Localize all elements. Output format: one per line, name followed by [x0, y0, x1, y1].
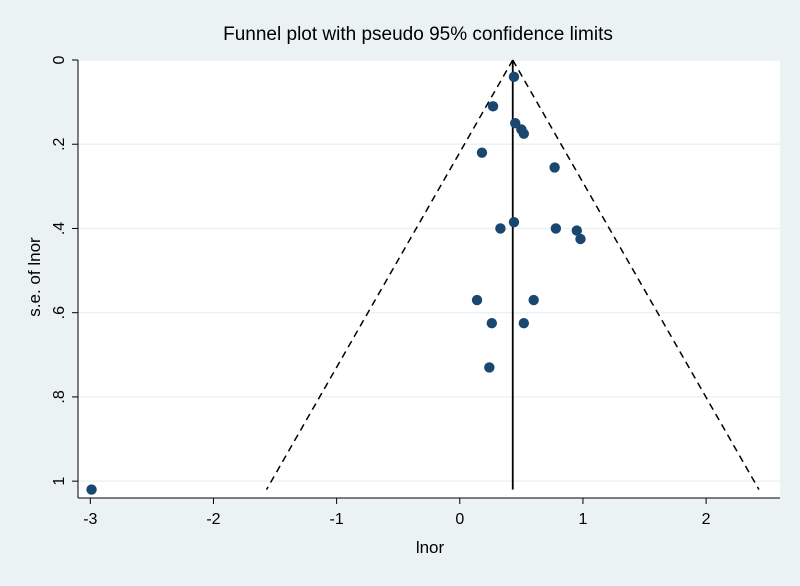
y-axis-label: s.e. of lnor: [25, 237, 44, 317]
lower-confidence-limit: [265, 59, 514, 490]
data-point: [549, 162, 560, 173]
data-point: [486, 318, 498, 329]
x-tick-label: -3: [83, 511, 97, 528]
data-points: [86, 71, 586, 495]
data-point: [528, 294, 539, 306]
data-point: [575, 233, 586, 245]
data-point: [518, 318, 530, 329]
data-point: [471, 294, 483, 306]
data-point: [476, 147, 488, 158]
data-point: [487, 101, 499, 112]
x-tick-label: 1: [578, 511, 587, 528]
y-tick-label: .2: [51, 137, 68, 150]
data-point: [508, 71, 520, 83]
data-point: [86, 484, 97, 495]
gridlines: [78, 59, 780, 482]
data-point: [495, 223, 506, 234]
x-tick-label: -1: [330, 511, 344, 528]
plot-area: [78, 60, 780, 498]
y-tick-label: 1: [51, 477, 68, 486]
y-tick-label: 0: [51, 55, 68, 64]
confidence-limits: [265, 59, 760, 490]
data-point: [518, 128, 530, 139]
y-tick-label: .6: [51, 306, 68, 319]
data-point: [508, 216, 520, 228]
y-tick-label: .4: [51, 222, 68, 235]
data-point: [484, 362, 495, 373]
x-tick-label: 0: [455, 511, 464, 528]
chart-title: Funnel plot with pseudo 95% confidence l…: [223, 24, 613, 45]
x-tick-label: 2: [702, 511, 711, 528]
y-tick-label: .8: [51, 390, 68, 403]
x-tick-label: -2: [206, 511, 220, 528]
tick-labels: 0 .2 .4 .6 .8 1 -3 -2 -1 0 1 2: [51, 55, 711, 528]
data-point: [550, 223, 562, 234]
x-axis-label: lnor: [416, 538, 445, 557]
upper-confidence-limit: [512, 59, 760, 490]
axes: [72, 59, 780, 504]
data-point: [571, 225, 582, 236]
